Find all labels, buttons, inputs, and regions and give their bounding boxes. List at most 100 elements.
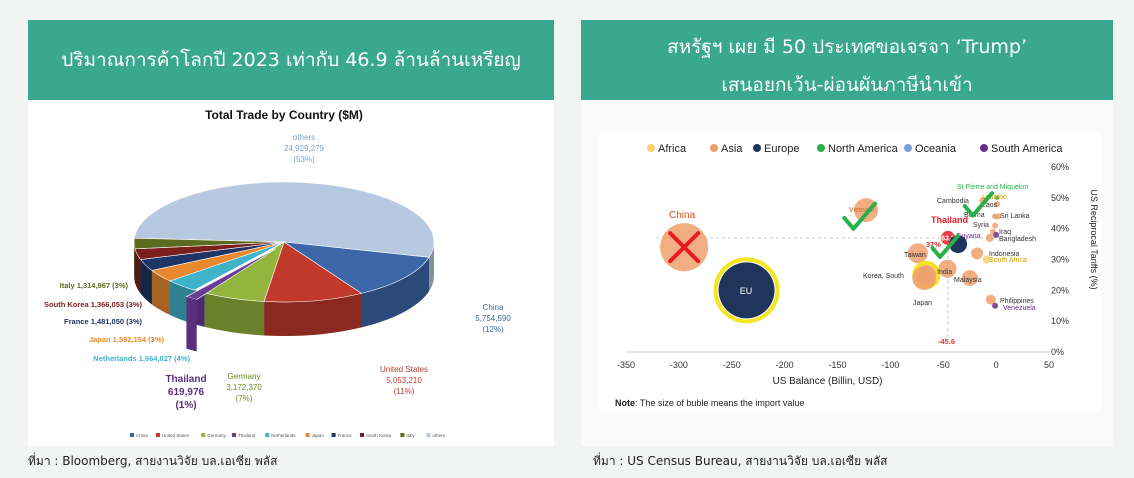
point-label-thailand: Thailand	[931, 215, 968, 225]
legend-marker-africa	[647, 144, 655, 152]
pie-side-united-states	[264, 293, 362, 336]
x-tick-label: -200	[776, 360, 794, 370]
right-source: ที่มา : US Census Bureau, สายงานวิจัย บล…	[593, 454, 888, 468]
x-tick-label: -350	[617, 360, 635, 370]
left-header-title: ปริมาณการค้าโลกปี 2023 เท่ากับ 46.9 ล้าน…	[61, 49, 521, 71]
pie-label-italy-0: Italy 1,314,967 (3%)	[60, 281, 129, 290]
left-source: ที่มา : Bloomberg, สายงานวิจัย บล.เอเซีย…	[28, 454, 278, 468]
point-label-indonesia: Indonesia	[989, 251, 1019, 258]
pie-legend-swatch	[156, 433, 160, 437]
point-label-iraq: Iraq	[999, 229, 1011, 236]
bubble-sri-lanka	[995, 213, 1002, 220]
pie-legend-label: Germany	[207, 433, 226, 438]
pie-side-italy	[134, 242, 135, 283]
pie-label-us-1: 5,053,210	[386, 376, 422, 385]
pie-label-south-korea-0: South Korea 1,366,053 (3%)	[44, 300, 142, 309]
bubble-philippines	[985, 294, 996, 305]
legend-label-asia: Asia	[721, 143, 743, 155]
legend-marker-europe	[753, 144, 761, 152]
pie-slice-others	[133, 181, 435, 258]
pie-legend-label: United States	[162, 433, 190, 438]
pie-label-china-0: China	[483, 303, 504, 312]
x-tick-label: -250	[723, 360, 741, 370]
x-tick-label: 0	[994, 360, 999, 370]
y-tick-label: 60%	[1051, 162, 1069, 172]
x-tick-label: -100	[881, 360, 899, 370]
point-label-bangladesh: Bangladesh	[999, 236, 1036, 243]
legend-marker-oceania	[904, 144, 912, 152]
check-mark-icon	[842, 201, 877, 231]
bubble-eu	[718, 262, 775, 319]
right-header: สหรัฐฯ เผย มี 50 ประเทศขอเจรจา ‘Trump’ เ…	[581, 20, 1113, 100]
bubble-syria	[992, 222, 999, 229]
point-label-venezuela: Venezuela	[1003, 305, 1036, 312]
pie-label-germany-2: (7%)	[236, 394, 253, 403]
pie-legend-swatch	[232, 433, 236, 437]
legend-marker-north-america	[817, 144, 825, 152]
point-label-malaysia: Malaysia	[954, 277, 982, 284]
pie-legend: China United States Germany Thailand Netherl…	[130, 433, 446, 438]
y-tick-label: 50%	[1051, 193, 1069, 203]
pie-chart: Total Trade by Country ($M) others 24,929,…	[28, 100, 554, 446]
pie-slice-italy	[133, 237, 285, 250]
scatter-point-labels: St Pierre and Miquelon Lesotho Cambodia Lao…	[669, 184, 1036, 312]
right-header-line1: สหรัฐฯ เผย มี 50 ประเทศขอเจรจา ‘Trump’	[666, 36, 1028, 58]
y-axis-title: US Reciprocal Tariffs (%)	[1089, 189, 1099, 289]
x-tick-label: -300	[670, 360, 688, 370]
point-label-india: India	[937, 269, 952, 276]
pie-label-china-2: (12%)	[482, 325, 504, 334]
check-marks	[842, 191, 994, 259]
thailand-tariff-annotation: 37%	[926, 240, 941, 249]
pie-sides	[134, 242, 434, 336]
y-tick-label: 20%	[1051, 285, 1069, 295]
highlight-ring	[713, 257, 780, 324]
china-cross-mark	[668, 231, 701, 264]
pie-legend-label: Japan	[312, 433, 325, 438]
pie-legend-swatch	[400, 433, 405, 437]
point-label-st-pierre-and-miquelon: St Pierre and Miquelon	[957, 184, 1028, 191]
left-header: ปริมาณการค้าโลกปี 2023 เท่ากับ 46.9 ล้าน…	[28, 20, 554, 100]
pie-label-others-2: (53%)	[293, 155, 315, 164]
pie-side-france	[140, 259, 152, 305]
bubble-taiwan	[907, 243, 928, 264]
pie-legend-swatch	[331, 433, 336, 437]
pie-legend-swatch	[130, 433, 134, 437]
pie-label-netherlands-0: Netherlands 1,664,027 (4%)	[93, 354, 190, 363]
x-axis-title: US Balance (Billin, USD)	[772, 376, 882, 387]
pie-slice-china	[283, 241, 430, 294]
point-label-laos: Laos	[982, 202, 998, 209]
right-chart-panel: Africa Asia Europe North America Oceania Sout…	[581, 100, 1113, 446]
bubble-indonesia	[971, 247, 984, 260]
pie-label-thailand-0: Thailand	[165, 374, 206, 385]
right-header-line2: เสนอยกเว้น-ผ่อนผันภาษีนำเข้า	[721, 74, 973, 96]
bubble-japan	[912, 266, 937, 290]
x-tick-label: -150	[828, 360, 846, 370]
pie-legend-label: China	[136, 433, 148, 438]
pie-label-us-2: (11%)	[394, 387, 415, 396]
point-label-japan: Japan	[913, 300, 932, 307]
pie-side-south-korea	[134, 248, 141, 294]
pie-legend-label: Italy	[406, 433, 415, 438]
pie-label-france-0: France 1,481,050 (3%)	[64, 317, 142, 326]
y-tick-label: 0%	[1051, 347, 1064, 357]
pie-label-thailand-1: 619,976	[168, 387, 205, 398]
y-tick-label: 30%	[1051, 255, 1069, 265]
pie-legend-swatch	[201, 433, 206, 437]
bubble-malaysia	[961, 270, 978, 286]
pie-side-others	[429, 242, 434, 292]
scatter-legend: Africa Asia Europe North America Oceania Sout…	[647, 143, 1063, 155]
pie-label-others-0: others	[293, 133, 315, 142]
check-mark-icon	[962, 191, 994, 218]
legend-marker-south-america	[980, 144, 988, 152]
x-tick-label: -50	[937, 360, 950, 370]
pie-legend-label: France	[338, 433, 353, 438]
legend-label-north-america: North America	[828, 143, 899, 155]
bubble-india	[938, 259, 957, 278]
point-label-sri-lanka: Sri Lanka	[1000, 213, 1030, 220]
pie-side-germany	[204, 292, 265, 336]
legend-label-oceania: Oceania	[915, 143, 957, 155]
pie-legend-swatch	[426, 433, 431, 437]
pie-legend-label: Netherlands	[271, 433, 296, 438]
pie-legend-swatch	[265, 433, 270, 437]
bubble-st-pierre-and-miquelon	[995, 195, 1000, 200]
